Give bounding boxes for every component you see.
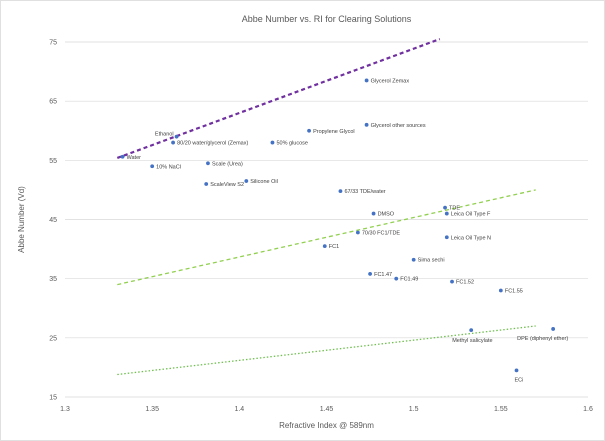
trendlines [116,38,536,376]
data-label: 80/20 water/glycerol (Zemax) [177,141,248,147]
data-point [551,327,556,331]
data-label: DPE (diphenyl ether) [517,336,568,342]
trendline-0 [116,38,441,159]
trendline-1 [117,189,536,286]
data-point [498,288,503,293]
data-point [411,257,416,262]
data-point [444,211,449,216]
data-point [204,182,209,186]
data-points [120,78,556,373]
data-label: FC1 [329,244,339,250]
tick-labels: 15 25 35 45 55 65 75 1.3 1.35 1.4 1.45 1.5 1.55 1.6 [49,40,593,414]
y-tick-label: 45 [49,217,57,224]
data-point [338,189,343,194]
data-label: FC1.52 [456,280,474,286]
data-point [444,235,449,240]
data-point [450,279,454,284]
data-label: Ethanol [155,132,174,138]
x-tick-label: 1.55 [494,406,508,413]
data-label: Scale (Urea) [212,161,243,167]
data-point [270,140,275,145]
data-point [171,140,175,145]
data-label: 50% glucose [276,141,308,147]
data-point [368,272,372,276]
data-label: DMSO [378,212,395,218]
y-tick-label: 65 [49,99,57,106]
x-tick-label: 1.45 [320,406,334,413]
data-point [244,179,249,183]
x-tick-label: 1.5 [409,406,419,413]
data-label: 10% NaCl [156,164,181,170]
data-label: Water [127,155,142,161]
x-tick-label: 1.35 [145,406,159,413]
data-point [174,134,179,139]
data-label: Leica Oil Type F [451,212,491,218]
data-point [394,276,399,281]
data-point [307,128,311,133]
y-tick-label: 35 [49,276,57,283]
data-label: Glycerol other sources [371,123,426,129]
data-label: ECi [515,377,524,383]
data-point [364,122,369,127]
data-label: 70/30 FC1/TDE [362,231,401,237]
data-point [120,154,125,159]
data-point [355,230,360,235]
y-tick-label: 75 [49,40,57,47]
data-label: Methyl salicylate [452,338,492,344]
data-point [514,368,519,373]
y-tick-label: 55 [49,158,57,165]
data-point [206,161,210,166]
data-label: Sima sechi [418,258,445,264]
y-axis-title: Abbe Number (Vd) [17,186,26,253]
data-point [150,164,155,169]
data-label: Propylene Glycol [313,129,355,135]
x-tick-label: 1.6 [583,406,593,413]
data-point [443,205,447,210]
data-point [371,211,376,216]
chart-title: Abbe Number vs. RI for Clearing Solution… [242,14,412,24]
x-axis-title: Refractive Index @ 589nm [279,421,374,430]
data-point [469,328,474,333]
gridlines [65,41,588,398]
y-tick-label: 15 [49,395,57,402]
x-tick-label: 1.3 [60,406,70,413]
data-point [322,244,327,249]
data-label: Silicone Oil [250,179,278,185]
data-label: TDE [449,206,460,212]
trendline-2 [117,325,536,376]
data-label: 67/33 TDE/water [344,189,385,195]
data-point [364,78,369,83]
x-tick-label: 1.4 [234,406,244,413]
data-label: Leica Oil Type N [451,235,491,241]
data-label: ScaleView S2 [210,182,244,188]
data-label: FC1.47 [374,272,392,278]
data-label: Glycerol Zemax [371,78,410,84]
data-label: FC1.55 [505,289,523,295]
data-label: FC1.49 [400,277,418,283]
y-tick-label: 25 [49,335,57,342]
